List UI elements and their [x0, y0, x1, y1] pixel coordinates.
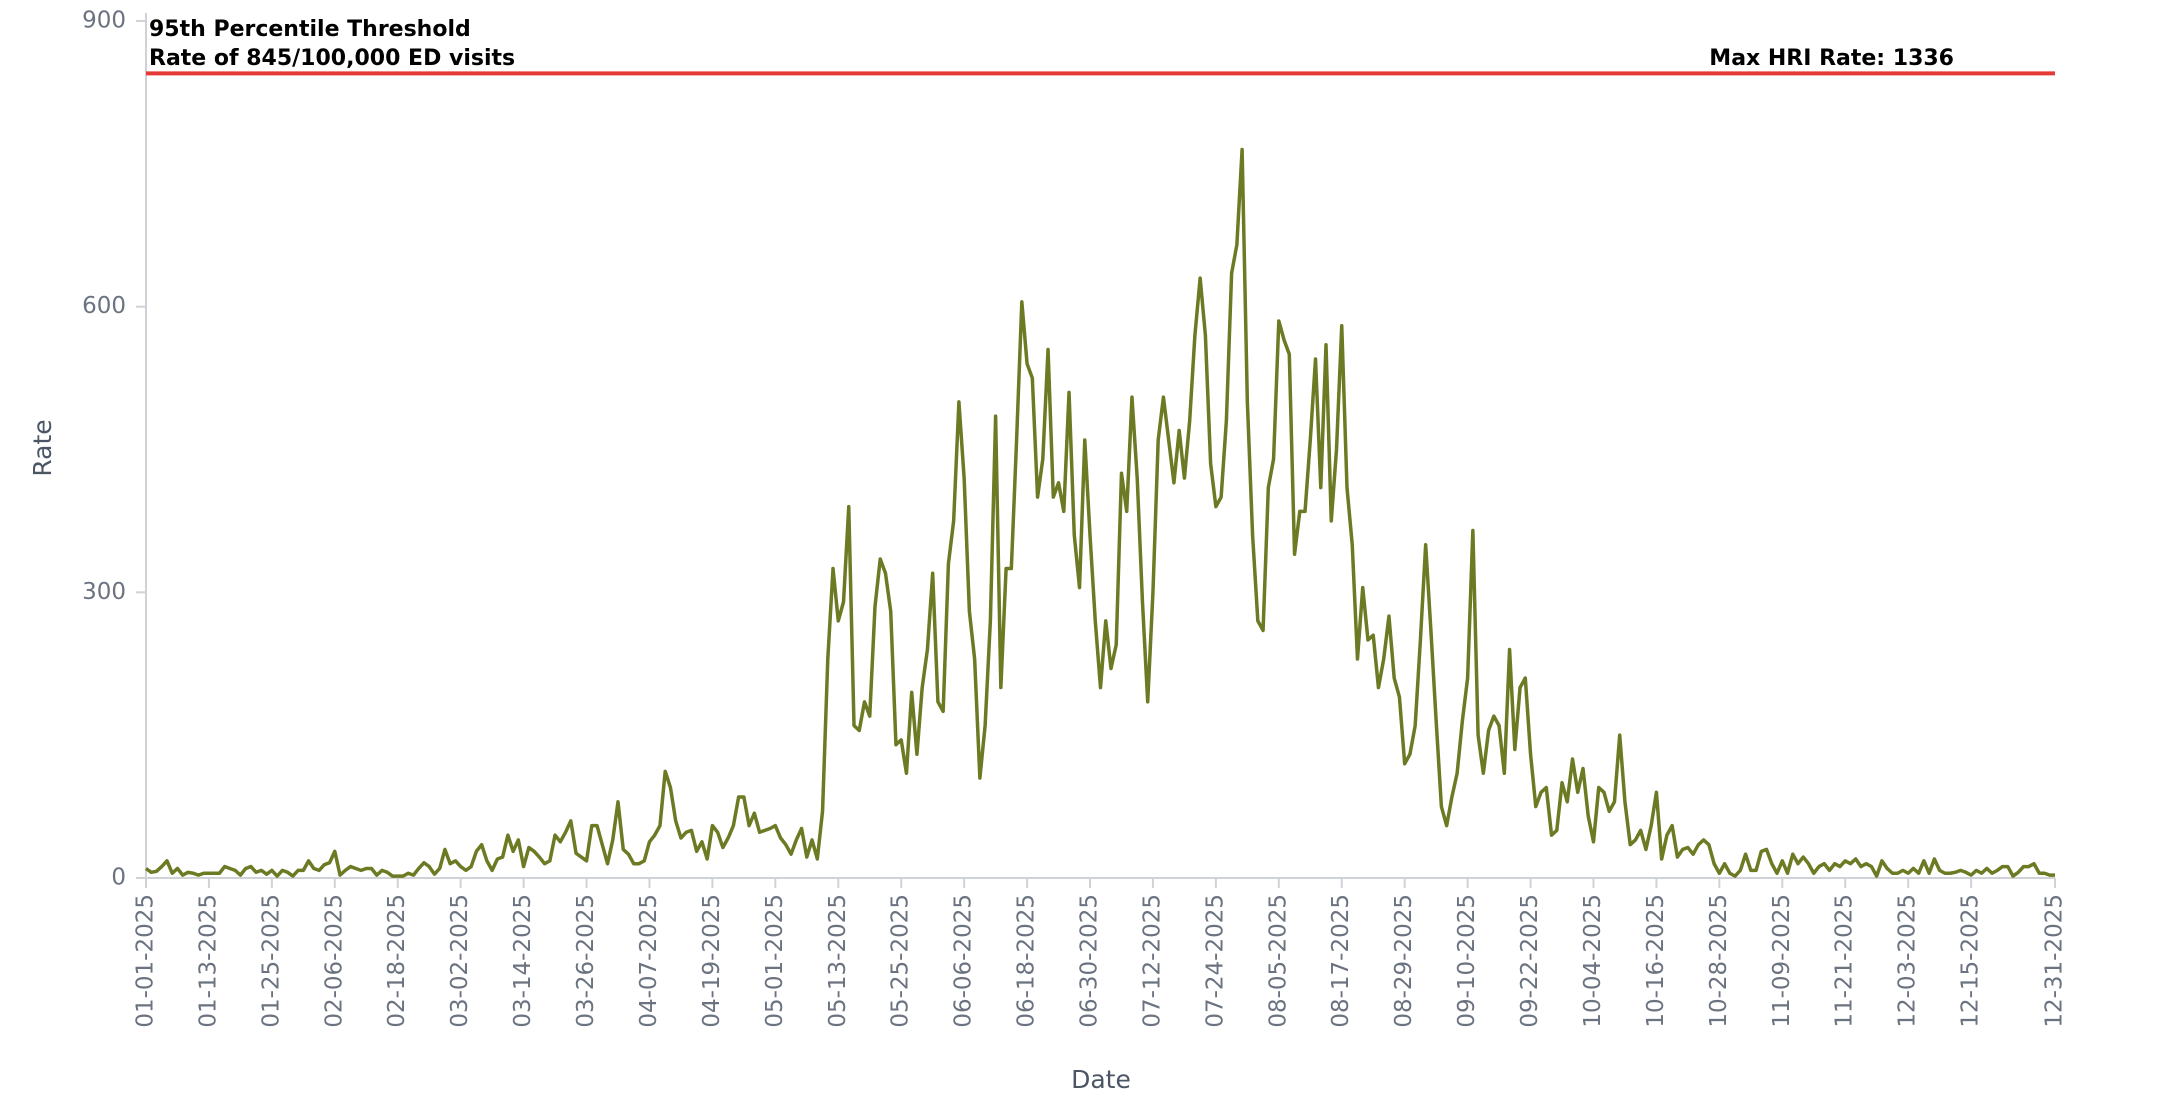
x-tick-label: 01-01-2025	[133, 894, 159, 1028]
y-tick-label: 600	[82, 293, 126, 319]
x-tick-label: 05-13-2025	[825, 894, 851, 1028]
x-tick-label: 07-24-2025	[1202, 894, 1228, 1028]
x-tick-label: 03-14-2025	[510, 894, 536, 1028]
x-tick-label: 01-13-2025	[195, 894, 221, 1028]
x-tick-label: 04-19-2025	[699, 894, 725, 1028]
x-tick-label: 01-25-2025	[258, 894, 284, 1028]
x-tick-label: 06-18-2025	[1014, 894, 1040, 1028]
threshold-label: 95th Percentile Threshold	[149, 17, 471, 42]
x-tick-label: 12-31-2025	[2042, 894, 2068, 1028]
x-tick-label: 06-30-2025	[1077, 894, 1103, 1028]
x-axis-title: Date	[1071, 1065, 1131, 1094]
x-tick-label: 05-25-2025	[888, 894, 914, 1028]
y-tick-label: 300	[82, 579, 126, 605]
x-tick-label: 07-12-2025	[1139, 894, 1165, 1028]
x-tick-label: 11-09-2025	[1769, 894, 1795, 1028]
y-axis-title: Rate	[28, 419, 57, 476]
x-tick-label: 09-22-2025	[1517, 894, 1543, 1028]
x-tick-label: 11-21-2025	[1832, 894, 1858, 1028]
y-tick-label: 0	[111, 865, 126, 891]
x-tick-label: 09-10-2025	[1454, 894, 1480, 1028]
x-tick-label: 02-06-2025	[321, 894, 347, 1028]
x-tick-label: 06-06-2025	[951, 894, 977, 1028]
x-tick-label: 08-05-2025	[1265, 894, 1291, 1028]
x-tick-label: 08-29-2025	[1391, 894, 1417, 1028]
data-line	[144, 147, 2055, 878]
x-tick-label: 12-03-2025	[1895, 894, 1921, 1028]
x-tick-label: 03-26-2025	[573, 894, 599, 1028]
x-tick-label: 10-28-2025	[1706, 894, 1732, 1028]
max-rate: Max HRI Rate: 1336	[1709, 46, 1954, 71]
threshold-rate: Rate of 845/100,000 ED visits	[149, 46, 515, 71]
x-tick-label: 12-15-2025	[1958, 894, 1984, 1028]
x-tick-label: 03-02-2025	[447, 894, 473, 1028]
x-tick-label: 08-17-2025	[1328, 894, 1354, 1028]
x-tick-label: 10-16-2025	[1643, 894, 1669, 1028]
x-tick-label: 10-04-2025	[1580, 894, 1606, 1028]
y-tick-label: 900	[82, 8, 126, 34]
x-tick-label: 05-01-2025	[762, 894, 788, 1028]
x-tick-label: 02-18-2025	[384, 894, 410, 1028]
x-tick-label: 04-07-2025	[636, 894, 662, 1028]
